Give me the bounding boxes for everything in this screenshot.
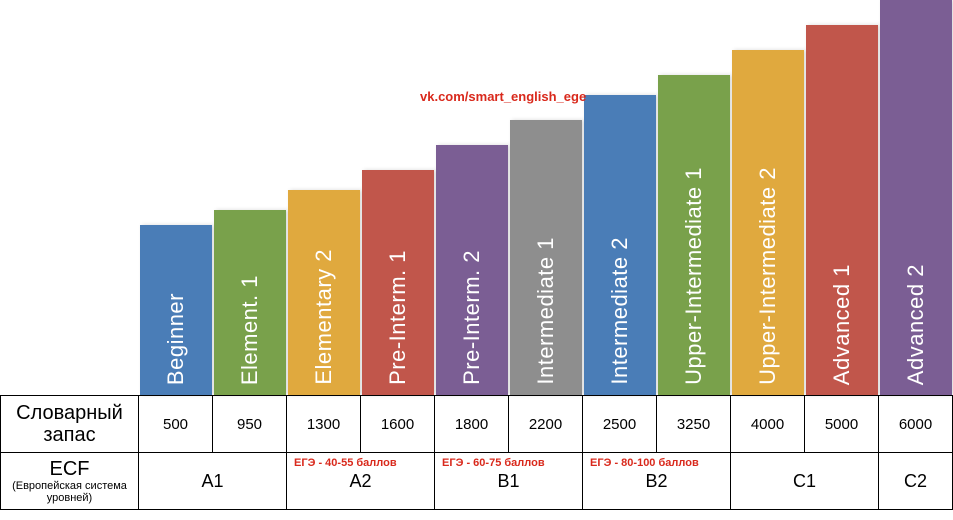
- vocab-cell-5: 2200: [509, 396, 583, 452]
- bar-label-8: Upper-Intermediate 2: [755, 167, 781, 385]
- chart-wrapper: vk.com/smart_english_ege Beginner Element…: [0, 0, 953, 510]
- bar-4: Pre-Interm. 2: [436, 145, 508, 395]
- bar-chart: Beginner Element. 1 Elementary 2 Pre-Interm…: [140, 0, 953, 395]
- vocab-cell-9: 5000: [805, 396, 879, 452]
- vocab-cell-2: 1300: [287, 396, 361, 452]
- vocab-cell-8: 4000: [731, 396, 805, 452]
- row-vocabulary: Словарный запас 500950130016001800220025…: [0, 396, 953, 453]
- ecf-annotation-1: ЕГЭ - 60-75 баллов: [442, 457, 545, 469]
- bar-label-5: Intermediate 1: [533, 237, 559, 385]
- bar-label-1: Element. 1: [237, 275, 263, 385]
- bar-8: Upper-Intermediate 2: [732, 50, 804, 395]
- bar-7: Upper-Intermediate 1: [658, 75, 730, 395]
- bar-3: Pre-Interm. 1: [362, 170, 434, 395]
- bar-6: Intermediate 2: [584, 95, 656, 395]
- row-ecf-subtitle: (Европейская система уровней): [3, 480, 136, 504]
- bar-label-0: Beginner: [163, 293, 189, 385]
- bar-label-7: Upper-Intermediate 1: [681, 167, 707, 385]
- bar-10: Advanced 2: [880, 0, 952, 395]
- row-vocab-title: Словарный запас: [3, 402, 136, 446]
- data-table: Словарный запас 500950130016001800220025…: [0, 395, 953, 510]
- vocab-cell-10: 6000: [879, 396, 953, 452]
- vocab-cell-7: 3250: [657, 396, 731, 452]
- ecf-cell-C2: C2: [879, 453, 953, 509]
- ecf-cell-A1: A1: [139, 453, 287, 509]
- row-vocab-cells: 5009501300160018002200250032504000500060…: [139, 396, 953, 452]
- bar-label-2: Elementary 2: [311, 249, 337, 385]
- vocab-cell-3: 1600: [361, 396, 435, 452]
- row-ecf-header: ECF (Европейская система уровней): [0, 453, 139, 509]
- bar-label-3: Pre-Interm. 1: [385, 250, 411, 385]
- bar-1: Element. 1: [214, 210, 286, 395]
- bar-5: Intermediate 1: [510, 120, 582, 395]
- ecf-annotation-2: ЕГЭ - 80-100 баллов: [590, 457, 699, 469]
- ecf-cell-C1: C1: [731, 453, 879, 509]
- bar-9: Advanced 1: [806, 25, 878, 395]
- bar-label-10: Advanced 2: [903, 264, 929, 385]
- bar-label-4: Pre-Interm. 2: [459, 250, 485, 385]
- bar-label-9: Advanced 1: [829, 264, 855, 385]
- row-ecf: ECF (Европейская система уровней) A1A2B1…: [0, 453, 953, 509]
- row-ecf-title: ECF: [3, 458, 136, 480]
- bar-2: Elementary 2: [288, 190, 360, 395]
- bar-0: Beginner: [140, 225, 212, 395]
- watermark-text: vk.com/smart_english_ege: [420, 89, 586, 104]
- ecf-annotation-0: ЕГЭ - 40-55 баллов: [294, 457, 397, 469]
- vocab-cell-4: 1800: [435, 396, 509, 452]
- bar-label-6: Intermediate 2: [607, 237, 633, 385]
- row-ecf-cells: A1A2B1B2C1C2ЕГЭ - 40-55 балловЕГЭ - 60-7…: [139, 453, 953, 509]
- vocab-cell-6: 2500: [583, 396, 657, 452]
- vocab-cell-1: 950: [213, 396, 287, 452]
- row-vocab-header: Словарный запас: [0, 396, 139, 452]
- vocab-cell-0: 500: [139, 396, 213, 452]
